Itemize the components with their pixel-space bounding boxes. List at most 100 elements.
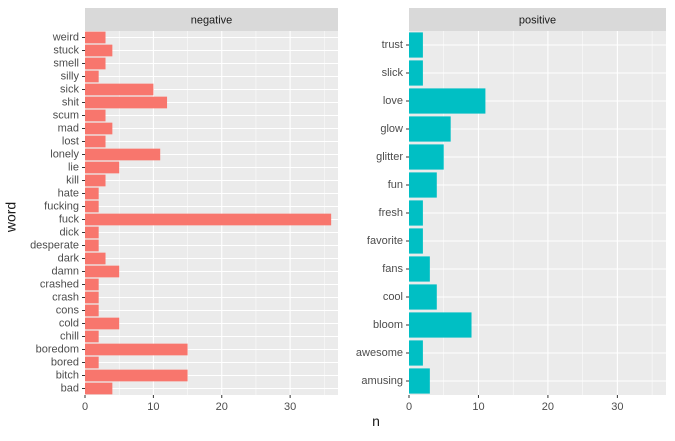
bar-sick bbox=[85, 83, 154, 96]
y-tick-label: dark bbox=[58, 252, 80, 264]
y-tick-label: awesome bbox=[356, 347, 403, 359]
bar-fans bbox=[409, 256, 430, 282]
y-tick-label: love bbox=[383, 95, 403, 107]
y-tick-label: slick bbox=[382, 67, 404, 79]
y-tick-label: glitter bbox=[376, 151, 403, 163]
x-tick-label: 0 bbox=[82, 401, 88, 413]
bar-fucking bbox=[85, 200, 99, 213]
bar-weird bbox=[85, 31, 106, 44]
bar-cold bbox=[85, 317, 120, 330]
bar-bloom bbox=[409, 312, 472, 338]
bar-bored bbox=[85, 356, 99, 369]
y-tick-label: cons bbox=[56, 304, 80, 316]
facet-strip-label: negative bbox=[191, 15, 233, 27]
y-tick-label: shit bbox=[62, 96, 79, 108]
y-tick-label: scum bbox=[53, 109, 79, 121]
bar-lie bbox=[85, 161, 120, 174]
bar-bitch bbox=[85, 369, 188, 382]
bar-fun bbox=[409, 172, 437, 198]
y-tick-label: trust bbox=[382, 39, 403, 51]
bar-amusing bbox=[409, 368, 430, 394]
x-axis-label: n bbox=[372, 413, 380, 429]
bar-lonely bbox=[85, 148, 161, 161]
x-tick-label: 10 bbox=[472, 401, 484, 413]
bar-cons bbox=[85, 304, 99, 317]
bar-scum bbox=[85, 109, 106, 122]
y-tick-label: crashed bbox=[40, 278, 79, 290]
y-tick-label: desperate bbox=[30, 239, 79, 251]
bar-glow bbox=[409, 116, 451, 142]
bar-trust bbox=[409, 32, 423, 58]
y-tick-label: fans bbox=[382, 263, 403, 275]
panel-positive: positive trust slick love glow glitter fun fres… bbox=[356, 8, 666, 413]
y-tick-label: bad bbox=[61, 382, 79, 394]
bar-crashed bbox=[85, 278, 99, 291]
y-tick-label: favorite bbox=[367, 235, 403, 247]
bar-mad bbox=[85, 122, 113, 135]
facet-strip-positive bbox=[409, 8, 666, 31]
y-tick-label: dick bbox=[59, 226, 79, 238]
bar-dark bbox=[85, 252, 106, 265]
bar-desperate bbox=[85, 239, 99, 252]
facet-strip-negative bbox=[85, 8, 338, 31]
y-tick-label: fucking bbox=[44, 200, 79, 212]
y-tick-label: weird bbox=[52, 31, 79, 43]
bar-chill bbox=[85, 330, 99, 343]
y-tick-label: lost bbox=[62, 135, 79, 147]
bar-shit bbox=[85, 96, 168, 109]
y-tick-label: fuck bbox=[59, 213, 80, 225]
y-tick-label: bored bbox=[51, 356, 79, 368]
y-tick-label: hate bbox=[58, 187, 79, 199]
y-tick-label: smell bbox=[53, 57, 79, 69]
y-tick-label: glow bbox=[380, 123, 403, 135]
y-tick-label: amusing bbox=[361, 375, 403, 387]
y-tick-label: silly bbox=[61, 70, 80, 82]
y-tick-label: crash bbox=[52, 291, 79, 303]
y-tick-label: lie bbox=[68, 161, 79, 173]
y-axis-label: word bbox=[3, 202, 19, 233]
y-tick-label: boredom bbox=[36, 343, 79, 355]
y-tick-label: kill bbox=[66, 174, 79, 186]
bar-slick bbox=[409, 60, 423, 86]
x-tick-label: 0 bbox=[406, 401, 412, 413]
panel-negative: negative weirdstucksmellsillysickshitscum… bbox=[30, 8, 338, 413]
bar-damn bbox=[85, 265, 120, 278]
y-tick-label: cold bbox=[59, 317, 79, 329]
bar-fresh bbox=[409, 200, 423, 226]
bar-cool bbox=[409, 284, 437, 310]
bar-bad bbox=[85, 382, 113, 395]
y-tick-label: bloom bbox=[373, 319, 403, 331]
x-tick-label: 20 bbox=[542, 401, 554, 413]
bar-silly bbox=[85, 70, 99, 83]
bar-smell bbox=[85, 57, 106, 70]
x-tick-label: 30 bbox=[284, 401, 296, 413]
bar-awesome bbox=[409, 340, 423, 366]
bar-lost bbox=[85, 135, 106, 148]
bar-kill bbox=[85, 174, 106, 187]
bar-fuck bbox=[85, 213, 332, 226]
x-tick-label: 30 bbox=[611, 401, 623, 413]
bar-favorite bbox=[409, 228, 423, 254]
y-tick-label: cool bbox=[383, 291, 403, 303]
y-tick-label: fresh bbox=[379, 207, 403, 219]
bar-boredom bbox=[85, 343, 188, 356]
y-tick-label: mad bbox=[58, 122, 79, 134]
x-tick-label: 10 bbox=[147, 401, 159, 413]
x-tick-label: 20 bbox=[216, 401, 228, 413]
y-tick-label: damn bbox=[51, 265, 79, 277]
y-tick-label: bitch bbox=[56, 369, 79, 381]
bar-glitter bbox=[409, 144, 444, 170]
bar-crash bbox=[85, 291, 99, 304]
bar-stuck bbox=[85, 44, 113, 57]
facet-strip-label: positive bbox=[519, 15, 556, 27]
y-tick-label: chill bbox=[60, 330, 79, 342]
y-tick-label: sick bbox=[60, 83, 79, 95]
y-tick-label: stuck bbox=[53, 44, 79, 56]
bar-love bbox=[409, 88, 486, 114]
bar-hate bbox=[85, 187, 99, 200]
y-tick-label: fun bbox=[388, 179, 403, 191]
bar-dick bbox=[85, 226, 99, 239]
y-tick-label: lonely bbox=[50, 148, 79, 160]
